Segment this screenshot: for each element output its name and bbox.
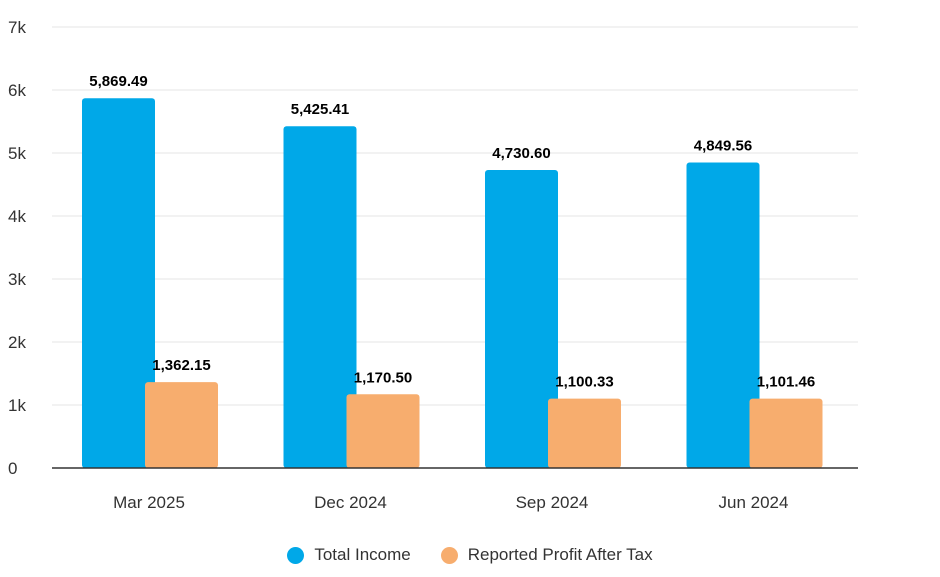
gridlines: [52, 26, 858, 406]
data-label: 5,869.49: [89, 73, 147, 90]
y-axis: 0 1k 2k 3k 4k 5k 6k 7k: [8, 18, 26, 478]
bar-profit-after-tax[interactable]: [346, 394, 420, 468]
data-label: 1,170.50: [354, 369, 412, 386]
legend-swatch-total-income: [287, 546, 305, 564]
x-tick-label: Sep 2024: [516, 493, 589, 512]
y-tick-label: 0: [8, 459, 17, 478]
y-tick-label: 1k: [8, 396, 26, 415]
bar-total-income[interactable]: [686, 162, 760, 468]
legend-label: Total Income: [314, 545, 411, 564]
data-label: 1,100.33: [555, 374, 613, 391]
data-label: 1,101.46: [757, 374, 815, 391]
data-label: 1,362.15: [152, 357, 210, 374]
bar-total-income[interactable]: [485, 169, 558, 468]
y-tick-label: 4k: [8, 207, 26, 226]
y-tick-label: 7k: [8, 18, 26, 37]
bar-profit-after-tax[interactable]: [749, 398, 823, 468]
data-labels: 5,869.49 1,362.15 5,425.41 1,170.50 4,730.60…: [89, 73, 815, 390]
y-tick-label: 3k: [8, 270, 26, 289]
legend-label: Reported Profit After Tax: [467, 545, 653, 564]
bar-profit-after-tax[interactable]: [548, 398, 621, 468]
y-tick-label: 5k: [8, 144, 26, 163]
legend-swatch-profit-after-tax: [440, 546, 458, 564]
x-tick-label: Dec 2024: [314, 493, 387, 512]
legend-item-total-income[interactable]: Total Income: [287, 545, 411, 565]
data-label: 5,425.41: [291, 101, 349, 118]
x-axis: Mar 2025 Dec 2024 Sep 2024 Jun 2024: [52, 467, 858, 512]
bar-chart: 0 1k 2k 3k 4k 5k 6k 7k 5,869.49 1,362.15 5,425.41…: [8, 18, 858, 512]
x-tick-label: Mar 2025: [113, 493, 185, 512]
bar-profit-after-tax[interactable]: [145, 382, 218, 468]
bar-total-income[interactable]: [283, 126, 357, 469]
x-tick-label: Jun 2024: [719, 493, 789, 512]
legend: Total Income Reported Profit After Tax: [0, 541, 940, 569]
legend-item-profit-after-tax[interactable]: Reported Profit After Tax: [440, 545, 653, 565]
bar-total-income[interactable]: [82, 98, 155, 468]
y-tick-label: 6k: [8, 81, 26, 100]
data-label: 4,730.60: [492, 145, 550, 162]
data-label: 4,849.56: [694, 137, 752, 154]
y-tick-label: 2k: [8, 333, 26, 352]
bars: [82, 98, 823, 469]
